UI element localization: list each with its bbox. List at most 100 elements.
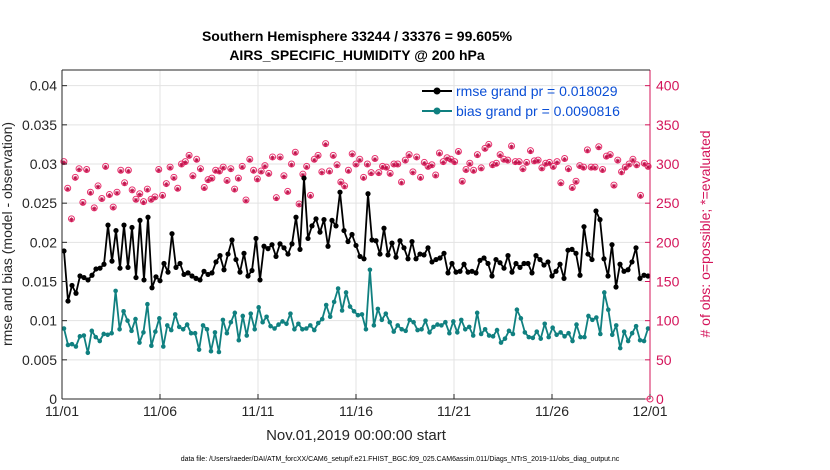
obs-evaluated-point: [73, 175, 78, 181]
bias-point: [280, 319, 285, 324]
obs-evaluated-point: [289, 162, 294, 167]
obs-evaluated-point: [221, 165, 226, 171]
obs-evaluated-point: [179, 162, 184, 167]
rmse-point: [573, 250, 579, 256]
bias-point: [502, 336, 508, 341]
obs-evaluated-point: [471, 168, 476, 174]
y-right-tick-label: 50: [656, 352, 672, 368]
bias-point: [379, 317, 385, 323]
bias-point: [351, 308, 357, 314]
rmse-point: [253, 235, 259, 242]
rmse-point: [505, 253, 511, 259]
obs-possible-point: [462, 165, 470, 173]
obs-evaluated-point: [551, 164, 556, 170]
y-left-tick-label: 0.005: [22, 352, 57, 368]
bias-point: [582, 334, 587, 340]
obs-evaluated-point: [486, 143, 491, 148]
obs-evaluated-point: [452, 160, 457, 165]
bias-point: [621, 329, 627, 334]
obs-evaluated-point: [141, 200, 146, 205]
rmse-point: [521, 260, 527, 267]
y-left-tick-label: 0.04: [30, 78, 57, 94]
obs-possible-point: [94, 182, 102, 190]
obs-evaluated-point: [145, 187, 150, 193]
bias-point: [403, 328, 408, 334]
rmse-point: [389, 240, 395, 246]
bias-point: [359, 312, 365, 317]
obs-evaluated-point: [513, 160, 518, 165]
legend-bias-label: bias grand pr = 0.0090816: [456, 103, 620, 119]
legend: rmse grand pr = 0.018029 bias grand pr =…: [422, 83, 620, 119]
obs-evaluated-point: [607, 153, 613, 158]
rmse-point: [309, 223, 315, 229]
obs-evaluated-point: [448, 157, 454, 163]
obs-possible-point: [196, 165, 204, 173]
obs-possible-point: [219, 163, 227, 171]
bias-point: [264, 314, 269, 320]
obs-evaluated-point: [554, 160, 560, 165]
rmse-point: [417, 251, 423, 257]
obs-evaluated-point: [114, 190, 120, 196]
obs-evaluated-point: [444, 156, 450, 161]
rmse-point: [481, 255, 487, 261]
bias-point: [311, 327, 317, 333]
bias-point: [609, 332, 615, 338]
obs-evaluated-point: [133, 197, 139, 203]
obs-evaluated-point: [463, 168, 469, 173]
x-tick-label: 11/01: [45, 403, 79, 419]
obs-evaluated-point: [611, 183, 617, 189]
obs-possible-point: [310, 155, 318, 163]
obs-evaluated-point: [482, 146, 488, 152]
rmse-point: [201, 268, 207, 274]
obs-possible-point: [185, 151, 193, 159]
rmse-point: [325, 243, 331, 249]
obs-evaluated-point: [524, 161, 529, 166]
obs-evaluated-point: [509, 144, 514, 149]
bias-point: [129, 328, 134, 334]
obs-possible-point: [545, 158, 553, 166]
obs-possible-point: [614, 156, 622, 164]
x-tick-label: 11/16: [339, 403, 373, 419]
bias-point: [641, 338, 647, 344]
obs-evaluated-point: [243, 198, 249, 204]
bias-point: [419, 326, 424, 332]
obs-evaluated-point: [270, 155, 275, 160]
rmse-point: [377, 251, 383, 257]
obs-possible-point: [583, 146, 591, 154]
obs-possible-point: [356, 155, 364, 163]
obs-possible-point: [470, 166, 478, 174]
obs-evaluated-point: [600, 168, 605, 173]
bias-point: [77, 334, 83, 339]
obs-evaluated-point: [251, 168, 256, 174]
bias-point: [172, 312, 178, 317]
obs-possible-point: [234, 174, 242, 182]
obs-evaluated-point: [634, 163, 639, 168]
obs-evaluated-point: [592, 165, 598, 171]
obs-possible-point: [572, 177, 580, 185]
obs-possible-point: [443, 154, 451, 162]
obs-possible-point: [132, 195, 140, 203]
rmse-point: [197, 277, 203, 283]
bias-point: [327, 314, 333, 320]
rmse-point: [629, 259, 635, 265]
rmse-point: [113, 227, 119, 234]
bias-point: [232, 310, 238, 316]
rmse-point: [305, 235, 311, 242]
y-right-tick-label: 150: [656, 274, 680, 290]
obs-evaluated-point: [460, 179, 465, 185]
obs-possible-point: [561, 155, 569, 163]
bias-point: [196, 347, 202, 352]
obs-evaluated-point: [368, 171, 374, 176]
bias-point: [101, 331, 107, 337]
rmse-point: [137, 217, 143, 223]
bias-point: [466, 324, 472, 330]
bias-point: [355, 312, 361, 318]
obs-possible-point: [344, 166, 352, 174]
bias-point: [566, 330, 571, 336]
bias-point: [375, 306, 381, 312]
y-right-tick-label: 200: [656, 234, 680, 250]
rmse-point: [461, 261, 467, 267]
rmse-point: [121, 222, 127, 228]
obs-evaluated-point: [205, 178, 211, 183]
obs-possible-point: [633, 161, 641, 169]
